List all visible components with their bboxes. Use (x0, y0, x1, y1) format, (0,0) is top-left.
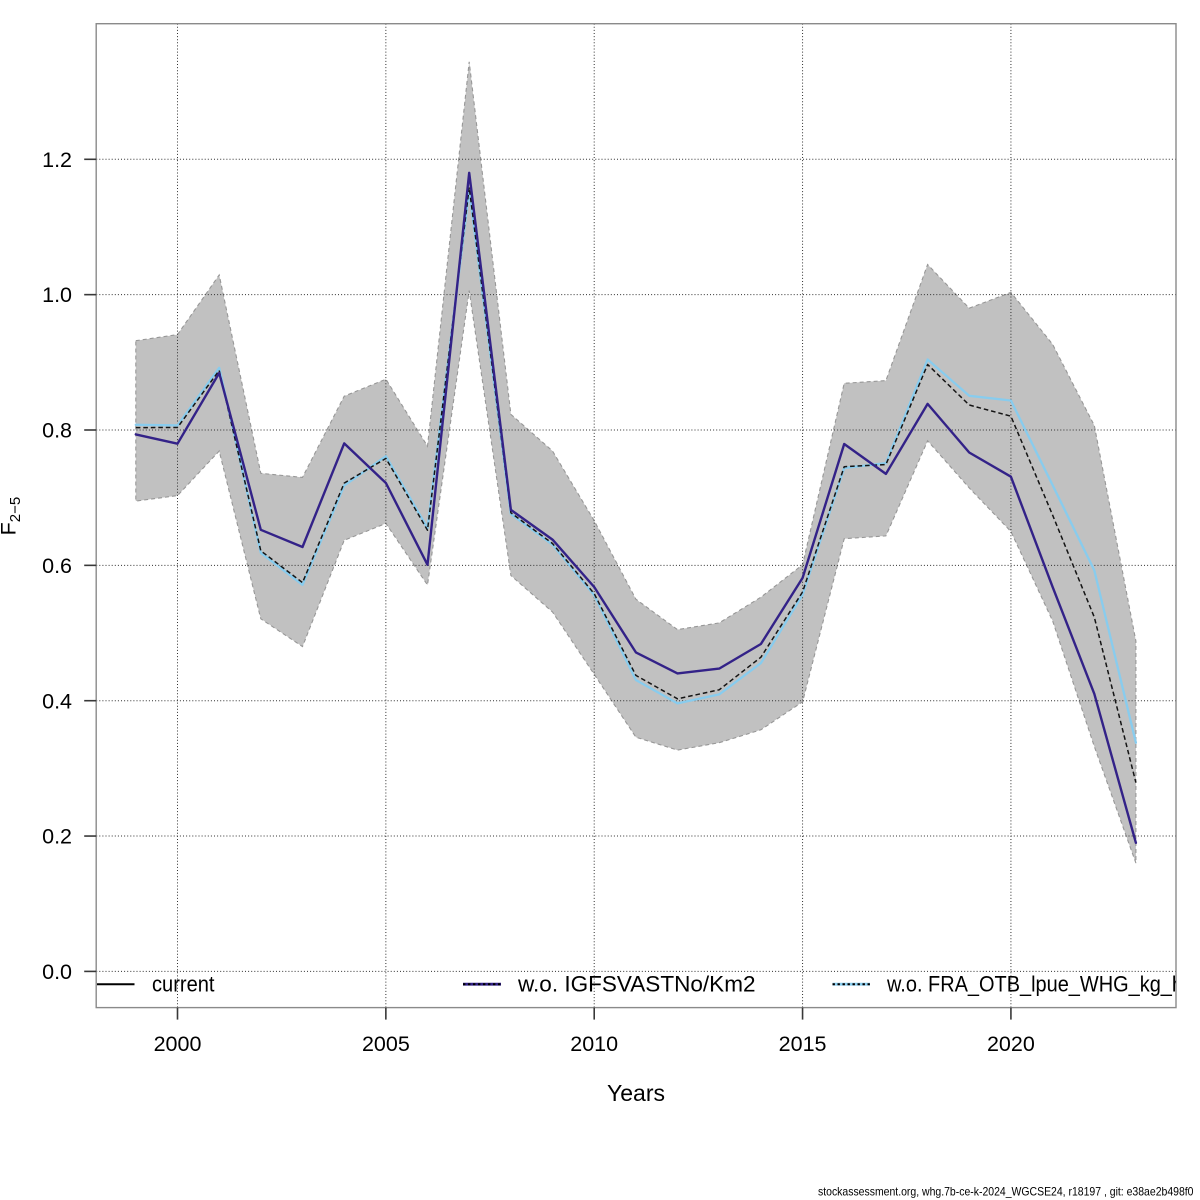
svg-text:2010: 2010 (570, 1032, 618, 1056)
svg-text:w.o. IGFSVASTNo/Km2: w.o. IGFSVASTNo/Km2 (517, 972, 756, 997)
svg-text:1.0: 1.0 (42, 283, 72, 307)
svg-text:2005: 2005 (362, 1032, 410, 1056)
svg-text:Years: Years (607, 1080, 665, 1106)
svg-text:2015: 2015 (779, 1032, 827, 1056)
svg-text:0.6: 0.6 (42, 554, 72, 578)
svg-text:1.2: 1.2 (42, 148, 72, 172)
svg-text:w.o. FRA_OTB_lpue_WHG_kg_h: w.o. FRA_OTB_lpue_WHG_kg_h (886, 972, 1183, 997)
svg-text:current: current (152, 972, 215, 997)
svg-text:0.2: 0.2 (42, 825, 72, 849)
svg-text:0.8: 0.8 (42, 419, 72, 443)
svg-text:2020: 2020 (987, 1032, 1035, 1056)
svg-text:0.4: 0.4 (42, 689, 72, 713)
svg-text:0.0: 0.0 (42, 960, 72, 984)
svg-text:2000: 2000 (154, 1032, 202, 1056)
svg-text:stockassessment.org, whg.7b-ce: stockassessment.org, whg.7b-ce-k-2024_WG… (818, 1185, 1194, 1199)
